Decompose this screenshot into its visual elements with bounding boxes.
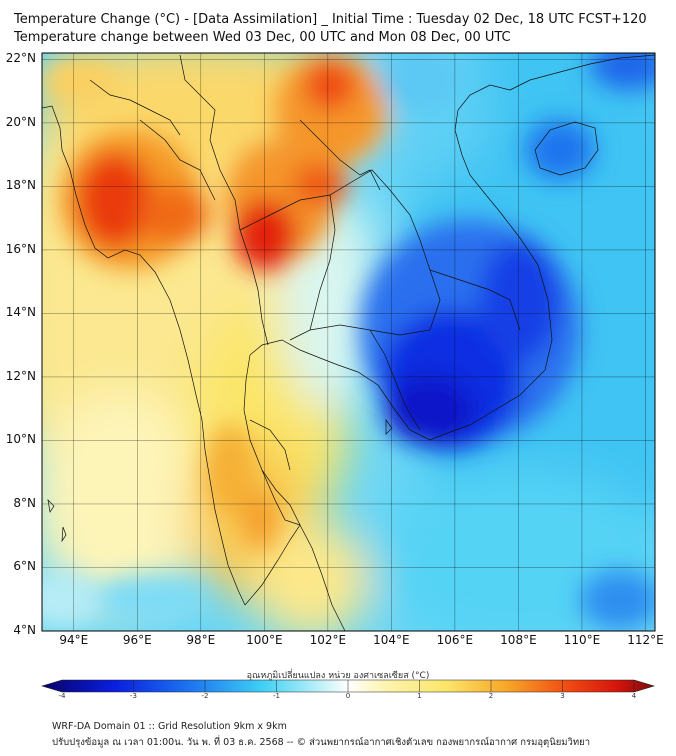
- longitude-label: 108°E: [500, 633, 537, 647]
- latitude-label: 14°N: [5, 305, 36, 320]
- latitude-label: 22°N: [5, 51, 36, 66]
- longitude-label: 112°E: [627, 633, 664, 647]
- longitude-label: 106°E: [436, 633, 474, 647]
- colorbar-tick-label: -2: [201, 692, 209, 700]
- colorbar-tick-label: 0: [345, 692, 351, 700]
- latitude-label: 6°N: [13, 559, 36, 574]
- longitude-label: 94°E: [59, 633, 89, 647]
- graticule: [42, 53, 655, 631]
- chart-title-line-2: Temperature change between Wed 03 Dec, 0…: [14, 30, 511, 45]
- colorbar-label: อุณหภูมิเปลี่ยนแปลง หน่วย องศาเซลเซียส (…: [246, 671, 430, 681]
- longitude-label: 104°E: [373, 633, 410, 647]
- colorbar-tick-label: 3: [560, 692, 565, 700]
- longitude-label: 100°E: [246, 633, 283, 647]
- colorbar: [40, 679, 656, 693]
- latitude-label: 10°N: [5, 432, 36, 447]
- latitude-label: 20°N: [5, 114, 36, 129]
- longitude-label: 102°E: [309, 633, 347, 647]
- colorbar-tick-label: 2: [488, 692, 494, 700]
- footer-model-info: WRF-DA Domain 01 :: Grid Resolution 9km …: [52, 721, 287, 732]
- longitude-label: 110°E: [563, 633, 601, 647]
- longitude-label: 98°E: [186, 633, 216, 647]
- coastlines-and-borders: [42, 54, 655, 631]
- colorbar-tick-label: 4: [631, 692, 637, 700]
- latitude-label: 16°N: [5, 241, 36, 256]
- footer-update-info: ปรับปรุงข้อมูล ณ เวลา 01:00น. วัน พ. ที่…: [52, 737, 591, 748]
- longitude-label: 96°E: [122, 633, 152, 647]
- colorbar-tick-label: 1: [417, 692, 422, 700]
- chart-title-line-1: Temperature Change (°C) - [Data Assimila…: [14, 12, 647, 27]
- latitude-label: 4°N: [13, 623, 36, 637]
- colorbar-tick-label: -3: [130, 692, 137, 700]
- latitude-label: 18°N: [5, 178, 36, 193]
- colorbar-tick-label: -1: [273, 692, 280, 700]
- latitude-label: 8°N: [13, 495, 36, 510]
- colorbar-tick-label: -4: [58, 692, 66, 700]
- map-frame: [41, 52, 656, 632]
- latitude-label: 12°N: [5, 368, 36, 383]
